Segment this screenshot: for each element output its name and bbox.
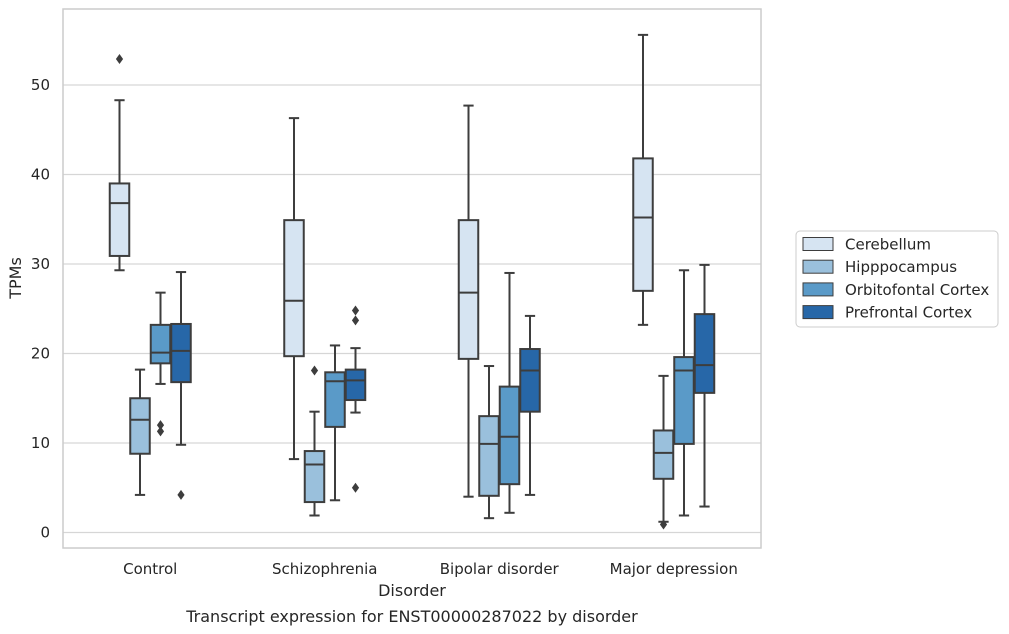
series-group: [170, 263, 716, 508]
box: [498, 271, 521, 514]
box-body: [303, 450, 326, 504]
box: [693, 263, 716, 508]
outlier-marker: [177, 489, 185, 500]
legend-label: Cerebellum: [845, 236, 931, 254]
box: [129, 368, 151, 496]
legend-swatch: [802, 259, 834, 274]
legend-items: Cerebellum Hipppocampus Orbitofontal Corte…: [802, 236, 989, 322]
outlier-marker: [115, 54, 124, 65]
x-tick-label: Schizophrenia: [272, 560, 377, 578]
box-body: [673, 356, 695, 445]
series-group: [149, 269, 695, 517]
series-group: [108, 33, 654, 498]
y-axis-ticks: 0 10 20 30 40 50: [31, 76, 50, 542]
box-series: [108, 33, 716, 530]
box: [344, 305, 367, 493]
legend-label: Orbitofontal Cortex: [845, 281, 989, 299]
x-tick-label: Major depression: [610, 560, 738, 578]
box-body: [632, 157, 654, 292]
box: [283, 117, 305, 461]
outlier-marker: [351, 305, 360, 316]
box: [170, 271, 192, 500]
legend-swatch: [802, 237, 834, 251]
box-body: [498, 385, 521, 486]
outlier-marker: [156, 420, 165, 431]
box: [324, 344, 346, 502]
legend-swatch: [802, 282, 834, 297]
y-tick-label: 50: [31, 76, 50, 94]
box: [149, 291, 172, 437]
outlier-marker: [351, 315, 360, 326]
box-body: [129, 397, 151, 455]
y-tick-label: 30: [31, 255, 50, 273]
series-group: [129, 365, 675, 530]
box: [457, 104, 480, 498]
legend-label: Hipppocampus: [845, 258, 957, 276]
box: [673, 269, 695, 517]
outlier-marker: [351, 482, 360, 493]
legend-swatch: [802, 305, 834, 320]
box-body: [519, 348, 541, 413]
y-tick-label: 20: [31, 345, 50, 363]
box-body: [457, 219, 480, 360]
x-tick-label: Control: [123, 560, 177, 578]
y-tick-label: 40: [31, 166, 50, 184]
chart-caption: Transcript expression for ENST0000028702…: [185, 607, 638, 626]
box-body: [344, 368, 367, 402]
box-body: [108, 182, 131, 257]
box-body: [478, 415, 500, 497]
box: [303, 365, 326, 517]
box: [632, 33, 654, 326]
y-tick-label: 0: [40, 524, 50, 542]
y-axis-title: TPMs: [6, 257, 25, 300]
outlier-marker: [156, 426, 165, 437]
box: [108, 54, 131, 272]
box: [519, 314, 541, 496]
outlier-marker: [310, 365, 319, 376]
box-body: [170, 322, 192, 384]
box-body: [652, 429, 675, 480]
plot-area-frame: [62, 8, 762, 549]
box: [478, 365, 500, 520]
y-tick-label: 10: [31, 434, 50, 452]
x-axis-ticks: Control Schizophrenia Bipolar disorder Majo…: [123, 560, 738, 578]
legend-frame: [795, 230, 999, 328]
outlier-marker: [659, 519, 668, 530]
box: [652, 374, 675, 530]
legend: Cerebellum Hipppocampus Orbitofontal Corte…: [795, 230, 999, 328]
box-body: [149, 323, 172, 365]
x-tick-label: Bipolar disorder: [440, 560, 560, 578]
box-body: [693, 313, 716, 394]
legend-label: Prefrontal Cortex: [845, 304, 972, 322]
box-body: [283, 219, 305, 358]
x-axis-title: Disorder: [378, 581, 446, 600]
